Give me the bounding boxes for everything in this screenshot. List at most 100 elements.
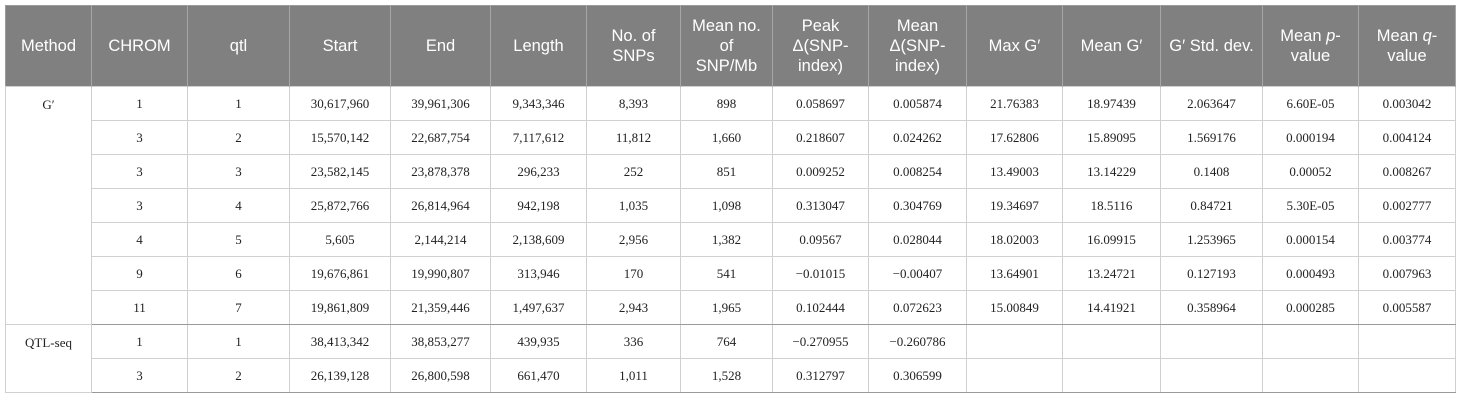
data-cell: 18.02003 [966,222,1063,257]
data-cell: 3 [91,120,188,155]
data-cell: 39,961,306 [390,86,491,121]
data-cell: 0.1408 [1160,154,1263,189]
data-cell: 2.063647 [1160,86,1263,121]
data-cell: −0.260786 [868,324,967,359]
header-cell: Mean q-value [1358,5,1456,87]
data-cell: 1 [187,86,290,121]
table-row: 3 3 23,582,145 23,878,378 296,233 252 851 0.009… [6,154,1456,189]
data-cell: 0.005587 [1358,290,1456,325]
data-cell: 19,676,861 [289,256,391,291]
data-cell: 1,382 [680,222,773,257]
data-cell: 0.313047 [772,188,869,223]
header-cell: Length [490,5,587,87]
header-cell: Peak Δ(SNP-index) [772,5,869,87]
data-cell: 1.569176 [1160,120,1263,155]
data-cell: 23,582,145 [289,154,391,189]
data-cell: 2,138,609 [490,222,587,257]
empty-cell [1062,358,1161,393]
data-cell: 1 [91,86,188,121]
data-cell: 1,497,637 [490,290,587,325]
data-cell: 21,359,446 [390,290,491,325]
empty-cell [1062,324,1161,359]
empty-cell [1358,358,1456,393]
data-cell: 0.000194 [1262,120,1359,155]
data-cell: 1,098 [680,188,773,223]
empty-cell [966,324,1063,359]
data-cell: 5 [187,222,290,257]
data-cell: 1 [187,324,290,359]
data-cell: 4 [91,222,188,257]
table-row: 11 7 19,861,809 21,359,446 1,497,637 2,943 1,9… [6,290,1456,325]
data-cell: 439,935 [490,324,587,359]
data-cell: 3 [91,154,188,189]
data-cell: 26,800,598 [390,358,491,393]
data-cell: 0.102444 [772,290,869,325]
data-cell: 0.09567 [772,222,869,257]
header-cell: No. of SNPs [586,5,681,87]
data-cell: 0.000154 [1262,222,1359,257]
table-row: QTL-seq 1 1 38,413,342 38,853,277 439,935 336 7… [5,324,1456,393]
data-cell: 3 [91,358,188,393]
data-cell: 0.008254 [868,154,967,189]
data-cell: 1,011 [586,358,681,393]
data-cell: 6.60E-05 [1262,86,1359,121]
data-cell: 13.14229 [1062,154,1161,189]
header-text: Mean [1280,27,1327,45]
table-row: G′ 1 1 30,617,960 39,961,306 9,343,346 8,393 89… [5,86,1456,325]
data-cell: 1 [91,324,188,359]
data-cell: 1,660 [680,120,773,155]
data-cell: 336 [586,324,681,359]
data-cell: −0.00407 [868,256,967,291]
data-cell: 0.312797 [772,358,869,393]
data-cell: 17.62806 [966,120,1063,155]
table-row: 9 6 19,676,861 19,990,807 313,946 170 541 −0.01… [6,256,1456,291]
data-cell: 0.000285 [1262,290,1359,325]
data-cell: 7 [187,290,290,325]
data-cell: −0.01015 [772,256,869,291]
header-text: -value [1290,27,1341,65]
header-cell: qtl [187,5,290,87]
data-cell: 0.306599 [868,358,967,393]
data-cell: 0.058697 [772,86,869,121]
empty-cell [1262,324,1359,359]
table-row: 3 4 25,872,766 26,814,964 942,198 1,035 1,098 0… [6,188,1456,223]
data-cell: 0.007963 [1358,256,1456,291]
table-row: 3 2 15,570,142 22,687,754 7,117,612 11,812 1,6… [6,120,1456,155]
data-cell: 0.008267 [1358,154,1456,189]
empty-cell [1358,324,1456,359]
header-text: Mean [1376,27,1423,45]
data-cell: 19,990,807 [390,256,491,291]
data-table: Method CHROM qtl Start End Length No. of SNPs M… [5,5,1456,393]
data-cell: 0.218607 [772,120,869,155]
data-cell: 5.30E-05 [1262,188,1359,223]
header-cell: Mean Δ(SNP-index) [868,5,967,87]
data-cell: 0.84721 [1160,188,1263,223]
header-cell: Max G′ [966,5,1063,87]
data-cell: 11 [91,290,188,325]
header-cell: Start [289,5,391,87]
data-cell: 18.5116 [1062,188,1161,223]
header-cell: Mean no. of SNP/Mb [680,5,773,87]
data-cell: 1,035 [586,188,681,223]
data-cell: 0.072623 [868,290,967,325]
data-cell: 15.00849 [966,290,1063,325]
data-cell: 0.358964 [1160,290,1263,325]
header-text: p [1326,27,1336,45]
data-cell: 2 [187,358,290,393]
header-cell: Mean G′ [1062,5,1161,87]
table-body: G′ 1 1 30,617,960 39,961,306 9,343,346 8,393 89… [5,86,1456,393]
data-cell: 296,233 [490,154,587,189]
data-cell: 313,946 [490,256,587,291]
data-cell: 26,139,128 [289,358,391,393]
empty-cell [1262,358,1359,393]
data-cell: 0.003042 [1358,86,1456,121]
data-cell: 38,413,342 [289,324,391,359]
data-cell: 0.028044 [868,222,967,257]
data-cell: 3 [91,188,188,223]
data-cell: 4 [187,188,290,223]
header-text: q [1422,27,1432,45]
data-cell: 0.004124 [1358,120,1456,155]
data-cell: 170 [586,256,681,291]
data-cell: 541 [680,256,773,291]
